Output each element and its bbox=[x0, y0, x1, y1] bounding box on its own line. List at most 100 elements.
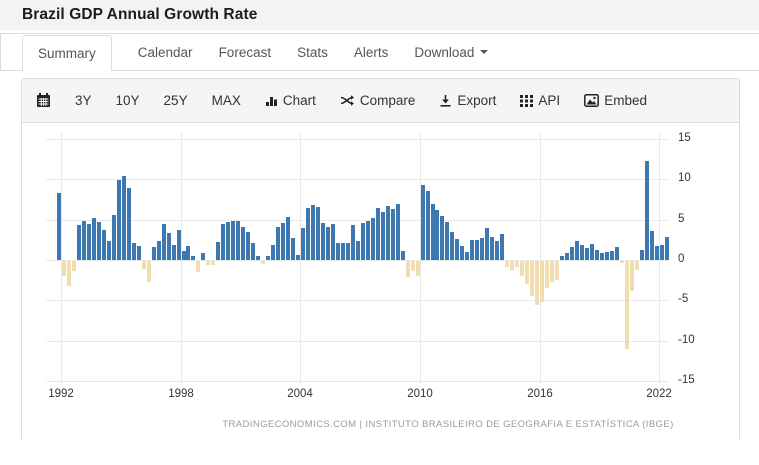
export-button[interactable]: Export bbox=[439, 93, 496, 108]
chart-bar bbox=[405, 261, 410, 278]
chart-bar bbox=[246, 231, 251, 260]
chart-bar bbox=[276, 226, 281, 260]
range-3y-button[interactable]: 3Y bbox=[75, 93, 92, 108]
tab-download-label: Download bbox=[414, 44, 475, 60]
chart-bar bbox=[370, 218, 375, 260]
api-button[interactable]: API bbox=[520, 93, 560, 108]
chart-bar bbox=[505, 261, 510, 267]
chart-bar bbox=[296, 255, 301, 260]
chart-bar bbox=[136, 246, 141, 260]
range-25y-button[interactable]: 25Y bbox=[163, 93, 188, 108]
chart-bar bbox=[659, 245, 664, 260]
chart-bar bbox=[176, 230, 181, 260]
gridline-x bbox=[300, 133, 301, 384]
chart-bar bbox=[106, 240, 111, 260]
chart-bar bbox=[340, 243, 345, 260]
chart-bar bbox=[335, 243, 340, 260]
chart-bar bbox=[111, 214, 116, 260]
chart-bar bbox=[211, 261, 216, 266]
chart-bar bbox=[609, 251, 614, 260]
chart-bar bbox=[186, 246, 191, 260]
chart-bar bbox=[281, 222, 286, 260]
chart-bar bbox=[515, 261, 520, 267]
range-max-button[interactable]: MAX bbox=[211, 93, 241, 108]
chart-bar bbox=[121, 176, 126, 260]
compare-button[interactable]: Compare bbox=[340, 93, 416, 108]
chart-bar bbox=[156, 241, 161, 260]
chart-bar bbox=[470, 239, 475, 260]
chart-bar bbox=[644, 160, 649, 260]
chart-bar bbox=[555, 261, 559, 281]
chart-bar bbox=[430, 203, 435, 260]
chart-bar bbox=[231, 221, 236, 260]
y-axis-label: 5 bbox=[678, 212, 685, 225]
tab-forecast[interactable]: Forecast bbox=[218, 44, 272, 60]
tab-download[interactable]: Download bbox=[401, 34, 501, 70]
chart-bar bbox=[286, 217, 291, 260]
plot-area[interactable] bbox=[46, 133, 669, 389]
chart-bar bbox=[365, 221, 370, 260]
chart-bar bbox=[584, 247, 589, 260]
gridline-y bbox=[46, 260, 668, 261]
x-axis-label: 1998 bbox=[168, 388, 194, 400]
chart-bar bbox=[475, 239, 480, 260]
chart-bar bbox=[271, 245, 276, 260]
chart-bar bbox=[619, 261, 624, 264]
chart-attribution: TRADINGECONOMICS.COM | INSTITUTO BRASILE… bbox=[222, 419, 674, 430]
chart-bar bbox=[256, 255, 261, 260]
chart-area: TRADINGECONOMICS.COM | INSTITUTO BRASILE… bbox=[22, 123, 739, 441]
chart-bar bbox=[71, 261, 76, 271]
chart-bar bbox=[559, 255, 564, 260]
gridline-y bbox=[46, 138, 668, 140]
chart-type-button[interactable]: Chart bbox=[265, 93, 316, 108]
chart-bar bbox=[350, 225, 355, 260]
chart-bar bbox=[166, 233, 171, 260]
chart-bar bbox=[236, 221, 241, 260]
chart-bar bbox=[57, 193, 61, 260]
chart-bar bbox=[86, 224, 91, 260]
tab-alerts[interactable]: Alerts bbox=[353, 44, 389, 60]
chart-bar bbox=[465, 251, 470, 260]
chart-bar bbox=[445, 222, 450, 260]
chart-bar bbox=[301, 227, 306, 260]
chart-bar bbox=[589, 243, 594, 260]
y-axis-label: -10 bbox=[678, 333, 695, 346]
chart-bar bbox=[530, 261, 535, 296]
api-label: API bbox=[538, 93, 561, 108]
chart-bar bbox=[330, 224, 335, 260]
chart-bar bbox=[266, 255, 271, 260]
chart-bar bbox=[385, 205, 390, 260]
y-axis-label: 10 bbox=[678, 172, 691, 185]
chart-bar bbox=[320, 222, 325, 260]
chart-bar bbox=[400, 251, 405, 260]
chevron-down-icon bbox=[480, 50, 489, 54]
embed-label: Embed bbox=[604, 93, 647, 108]
compare-label: Compare bbox=[359, 93, 416, 108]
chart-bar bbox=[450, 231, 455, 260]
chart-bar bbox=[360, 222, 365, 260]
x-axis-label: 2022 bbox=[646, 388, 672, 400]
calendar-button[interactable] bbox=[36, 93, 51, 108]
chart-bar bbox=[485, 227, 490, 260]
chart-bar bbox=[564, 252, 569, 260]
tab-stats[interactable]: Stats bbox=[297, 44, 328, 60]
chart-bar bbox=[664, 236, 669, 260]
gridline-y bbox=[46, 179, 668, 181]
tab-summary[interactable]: Summary bbox=[22, 35, 112, 71]
chart-bar bbox=[594, 250, 599, 260]
chart-toolbar: 3Y 10Y 25Y MAX Chart Compare bbox=[22, 79, 739, 123]
gridline-x bbox=[540, 133, 541, 384]
tab-bar: Summary Calendar Forecast Stats Alerts D… bbox=[0, 33, 759, 71]
chart-bar bbox=[201, 252, 206, 260]
page-title: Brazil GDP Annual Growth Rate bbox=[22, 6, 258, 23]
chart-bar bbox=[455, 239, 460, 260]
chart-bar bbox=[435, 209, 440, 260]
chart-bar bbox=[535, 261, 540, 306]
calendar-icon bbox=[36, 93, 51, 108]
tab-calendar[interactable]: Calendar bbox=[137, 44, 193, 60]
chart-bar bbox=[191, 255, 196, 260]
embed-button[interactable]: Embed bbox=[584, 93, 647, 108]
chart-bar bbox=[629, 261, 634, 291]
range-10y-button[interactable]: 10Y bbox=[115, 93, 140, 108]
chart-bar bbox=[415, 261, 420, 276]
